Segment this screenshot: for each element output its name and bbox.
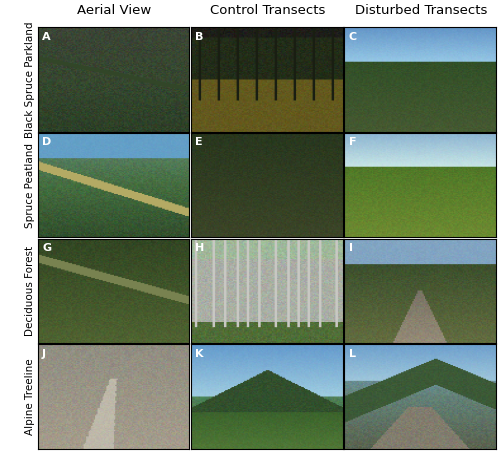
Text: Black Spruce Parkland: Black Spruce Parkland [25, 22, 35, 138]
Text: Aerial View: Aerial View [77, 4, 152, 17]
Text: H: H [196, 242, 204, 253]
Text: A: A [42, 32, 50, 41]
Text: Disturbed Transects: Disturbed Transects [354, 4, 487, 17]
Text: J: J [42, 348, 46, 358]
Text: C: C [348, 32, 357, 41]
Text: Control Transects: Control Transects [210, 4, 325, 17]
Text: I: I [348, 242, 352, 253]
Text: Spruce Peatland: Spruce Peatland [25, 143, 35, 228]
Text: K: K [196, 348, 204, 358]
Text: Alpine Treeline: Alpine Treeline [25, 358, 35, 434]
Text: E: E [196, 137, 203, 147]
Text: L: L [348, 348, 356, 358]
Text: F: F [348, 137, 356, 147]
Text: Deciduous Forest: Deciduous Forest [25, 246, 35, 336]
Text: G: G [42, 242, 51, 253]
Text: D: D [42, 137, 51, 147]
Text: B: B [196, 32, 204, 41]
